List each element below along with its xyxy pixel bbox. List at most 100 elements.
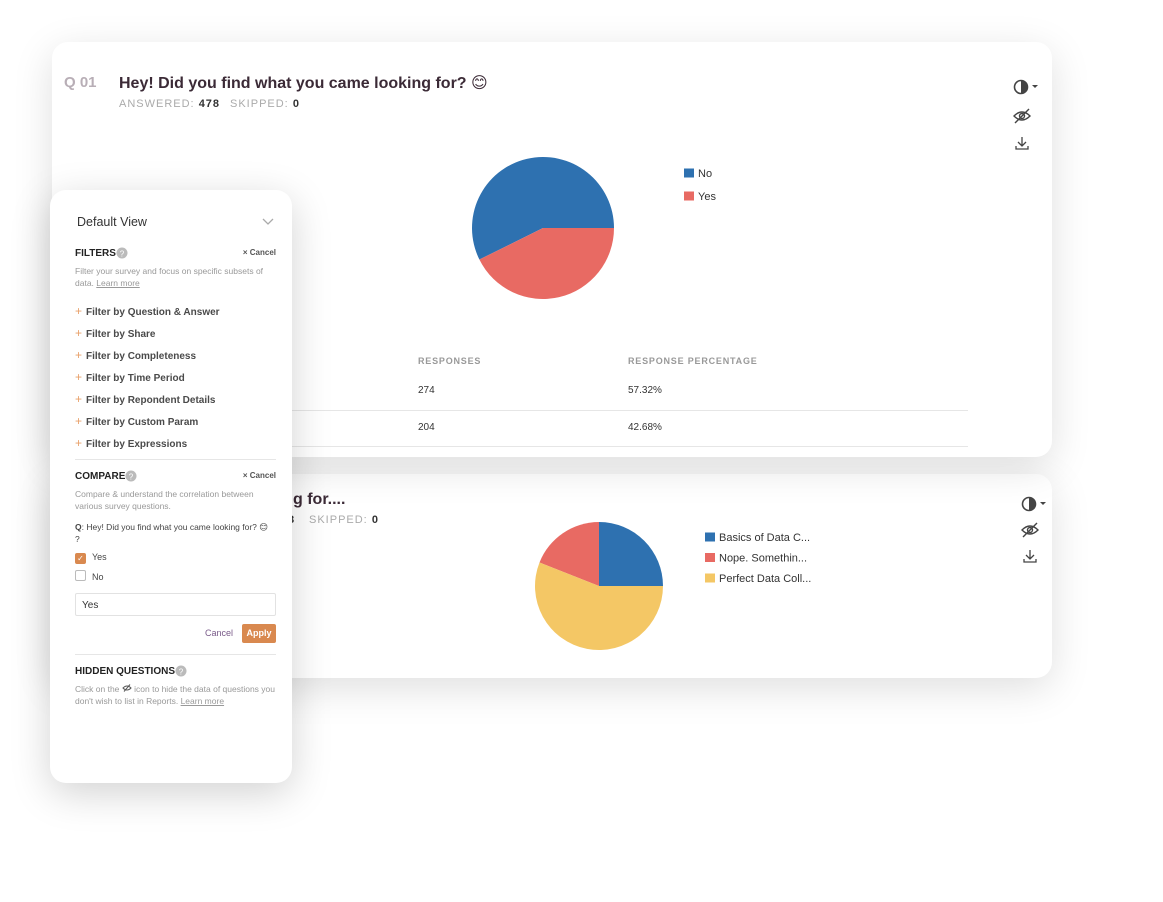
option-label: No <box>92 572 104 582</box>
question-title: Hey! Did you find what you came looking … <box>119 75 488 92</box>
card-icons <box>1013 79 1038 150</box>
filter-label: Filter by Time Period <box>86 373 185 384</box>
pie-slice <box>599 522 663 586</box>
skipped-count: 0 <box>371 514 379 526</box>
plus-icon: + <box>75 370 83 384</box>
option-label: Yes <box>92 552 107 562</box>
filter-item[interactable]: + Filter by Share <box>75 324 155 342</box>
description: Filter your survey and focus on specific… <box>75 266 264 288</box>
hidden-description: Click on the icon to hide the data of qu… <box>75 683 280 707</box>
question-prefix: Q <box>75 522 82 532</box>
hidden-title: HIDDEN QUESTIONS <box>75 666 176 677</box>
download-icon[interactable] <box>1023 550 1037 563</box>
help-icon[interactable]: ? <box>175 665 187 677</box>
pie-slice <box>472 157 614 260</box>
plus-icon: + <box>75 436 83 450</box>
filter-item[interactable]: + Filter by Repondent Details <box>75 390 215 408</box>
legend-label: Basics of Data C... <box>719 532 810 544</box>
question-title: g for.... <box>293 491 346 508</box>
view-select[interactable]: Default View <box>77 215 147 229</box>
chevron[interactable] <box>262 218 274 226</box>
hide-icon[interactable] <box>1021 522 1039 538</box>
answered: ANSWERED: 478 <box>119 98 220 110</box>
pie-slice <box>535 562 663 651</box>
apply-button[interactable]: Apply <box>242 624 276 643</box>
svg-text:?: ? <box>120 250 125 259</box>
legend-swatch <box>684 191 694 201</box>
download-icon[interactable] <box>1015 137 1029 150</box>
legend-swatch <box>705 553 715 562</box>
filter-label: Filter by Question & Answer <box>86 307 220 318</box>
checkbox[interactable] <box>75 570 86 581</box>
compare-question: Q: Hey! Did you find what you came looki… <box>75 521 275 545</box>
learn-more[interactable]: Learn more <box>180 696 225 706</box>
skipped-label: SKIPPED: <box>230 98 289 110</box>
text-after: icon to hide the data of questions you d… <box>75 684 275 706</box>
legend-swatch <box>684 168 694 178</box>
skipped: SKIPPED: 0 <box>230 98 300 110</box>
filter-label: Filter by Share <box>86 329 156 340</box>
filter-item[interactable]: + Filter by Completeness <box>75 346 196 364</box>
filters-title: FILTERS <box>75 248 116 259</box>
filter-label: Filter by Custom Param <box>86 417 199 428</box>
svg-text:?: ? <box>179 668 184 677</box>
filters-cancel[interactable]: × Cancel <box>242 248 276 257</box>
response-count: 274 <box>418 385 435 396</box>
text-before: Click on the <box>75 684 120 694</box>
question-number: Q 01 <box>64 74 97 91</box>
card-icons <box>1021 496 1046 563</box>
filter-label: Filter by Repondent Details <box>86 395 216 406</box>
divider <box>75 654 276 655</box>
table-header: RESPONSES <box>418 356 482 366</box>
cancel-text[interactable]: Cancel <box>249 248 276 257</box>
question-text: : Hey! Did you find what you came lookin… <box>75 522 269 544</box>
filter-item[interactable]: + Filter by Question & Answer <box>75 302 220 320</box>
hide-icon[interactable] <box>1013 108 1031 124</box>
compare-input[interactable]: Yes <box>75 593 276 616</box>
legend-label: Yes <box>698 191 716 203</box>
plus-icon: + <box>75 414 83 428</box>
plus-icon: + <box>75 326 83 340</box>
filter-label: Filter by Completeness <box>86 351 197 362</box>
compare-cancel[interactable]: × Cancel <box>242 471 276 480</box>
help-icon[interactable]: ? <box>116 247 128 259</box>
skipped-label: SKIPPED: <box>309 514 368 526</box>
option: No <box>75 570 104 582</box>
filter-panel: Default View FILTERS ? × Cancel Filter y… <box>50 190 292 783</box>
answered-label: ANSWERED: <box>119 98 195 110</box>
option: ✓ Yes <box>75 552 107 564</box>
filter-item[interactable]: + Filter by Custom Param <box>75 412 198 430</box>
checkbox[interactable]: ✓ <box>75 553 86 564</box>
response-percentage: 57.32% <box>628 385 662 396</box>
filter-item[interactable]: + Filter by Expressions <box>75 434 187 452</box>
legend-swatch <box>705 573 715 583</box>
learn-more[interactable]: Learn more <box>96 278 140 288</box>
help-icon[interactable]: ? <box>125 470 137 482</box>
response-count: 204 <box>418 422 435 433</box>
cancel-text[interactable]: Cancel <box>249 471 276 480</box>
skipped: SKIPPED: 0 <box>309 514 379 526</box>
compare-title: COMPARE <box>75 471 126 482</box>
row-divider <box>292 410 968 411</box>
response-percentage: 42.68% <box>628 422 662 433</box>
answered-count: 478 <box>198 98 221 110</box>
hide-icon <box>122 684 132 692</box>
skipped-count: 0 <box>292 98 300 110</box>
legend-label: Perfect Data Coll... <box>719 573 811 585</box>
compare-description: Compare & understand the correlation bet… <box>75 489 254 511</box>
divider <box>75 459 276 460</box>
filter-item[interactable]: + Filter by Time Period <box>75 368 185 386</box>
table-header: RESPONSE PERCENTAGE <box>628 356 758 366</box>
plus-icon: + <box>75 348 83 362</box>
plus-icon: + <box>75 304 83 318</box>
pie-slice <box>479 228 614 299</box>
legend-label: No <box>698 168 712 180</box>
legend-label: Nope. Somethin... <box>719 553 807 565</box>
svg-text:?: ? <box>129 473 134 482</box>
filter-label: Filter by Expressions <box>86 439 188 450</box>
cancel-button[interactable]: Cancel <box>205 628 234 638</box>
pie-slice <box>539 522 599 586</box>
filters-description: Filter your survey and focus on specific… <box>75 265 270 289</box>
